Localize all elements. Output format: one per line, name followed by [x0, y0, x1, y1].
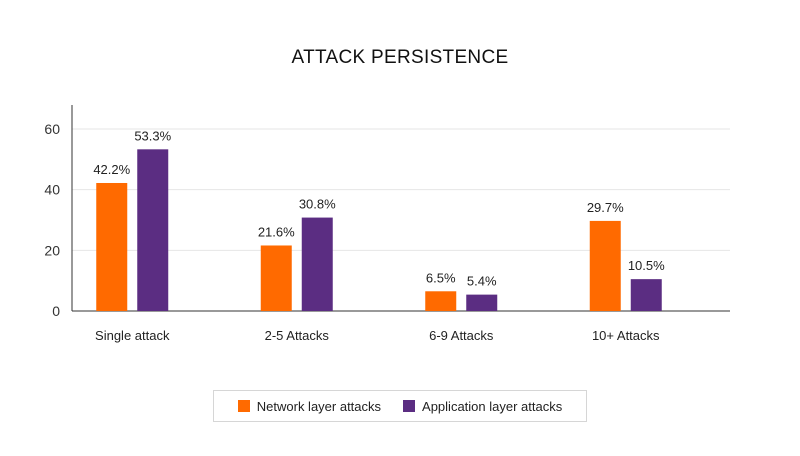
- data-label: 42.2%: [93, 162, 130, 177]
- y-tick-label: 40: [44, 182, 60, 198]
- bar-application: [466, 294, 498, 311]
- x-tick-label: 2-5 Attacks: [265, 328, 330, 343]
- bar-application: [137, 149, 169, 311]
- y-tick-label: 20: [44, 242, 60, 258]
- x-tick-label: 10+ Attacks: [592, 328, 660, 343]
- data-label: 53.3%: [134, 128, 171, 143]
- legend-label-application: Application layer attacks: [422, 398, 563, 414]
- bar-network: [589, 220, 621, 311]
- legend-label-network: Network layer attacks: [256, 398, 382, 414]
- y-tick-label: 60: [44, 121, 60, 137]
- bar-application: [630, 279, 662, 311]
- bar-network: [260, 245, 292, 311]
- legend-swatch-application: [403, 400, 416, 412]
- y-tick-label: 0: [52, 303, 60, 319]
- data-label: 21.6%: [258, 224, 295, 239]
- data-label: 30.8%: [299, 197, 336, 212]
- chart-legend: Network layer attacks Application layer …: [213, 390, 587, 422]
- bar-network: [96, 182, 128, 311]
- bar-network: [425, 291, 457, 311]
- legend-item-application: Application layer attacks: [403, 399, 562, 414]
- x-tick-label: Single attack: [95, 328, 170, 343]
- bar-application: [301, 217, 333, 311]
- legend-item-network: Network layer attacks: [237, 398, 382, 414]
- data-label: 6.5%: [426, 270, 456, 285]
- legend-swatch-network: [237, 400, 250, 412]
- x-tick-label: 6-9 Attacks: [429, 328, 494, 343]
- data-label: 29.7%: [587, 200, 624, 215]
- data-label: 5.4%: [467, 274, 497, 289]
- chart-title: ATTACK PERSISTENCE: [291, 47, 509, 68]
- data-label: 10.5%: [628, 258, 665, 273]
